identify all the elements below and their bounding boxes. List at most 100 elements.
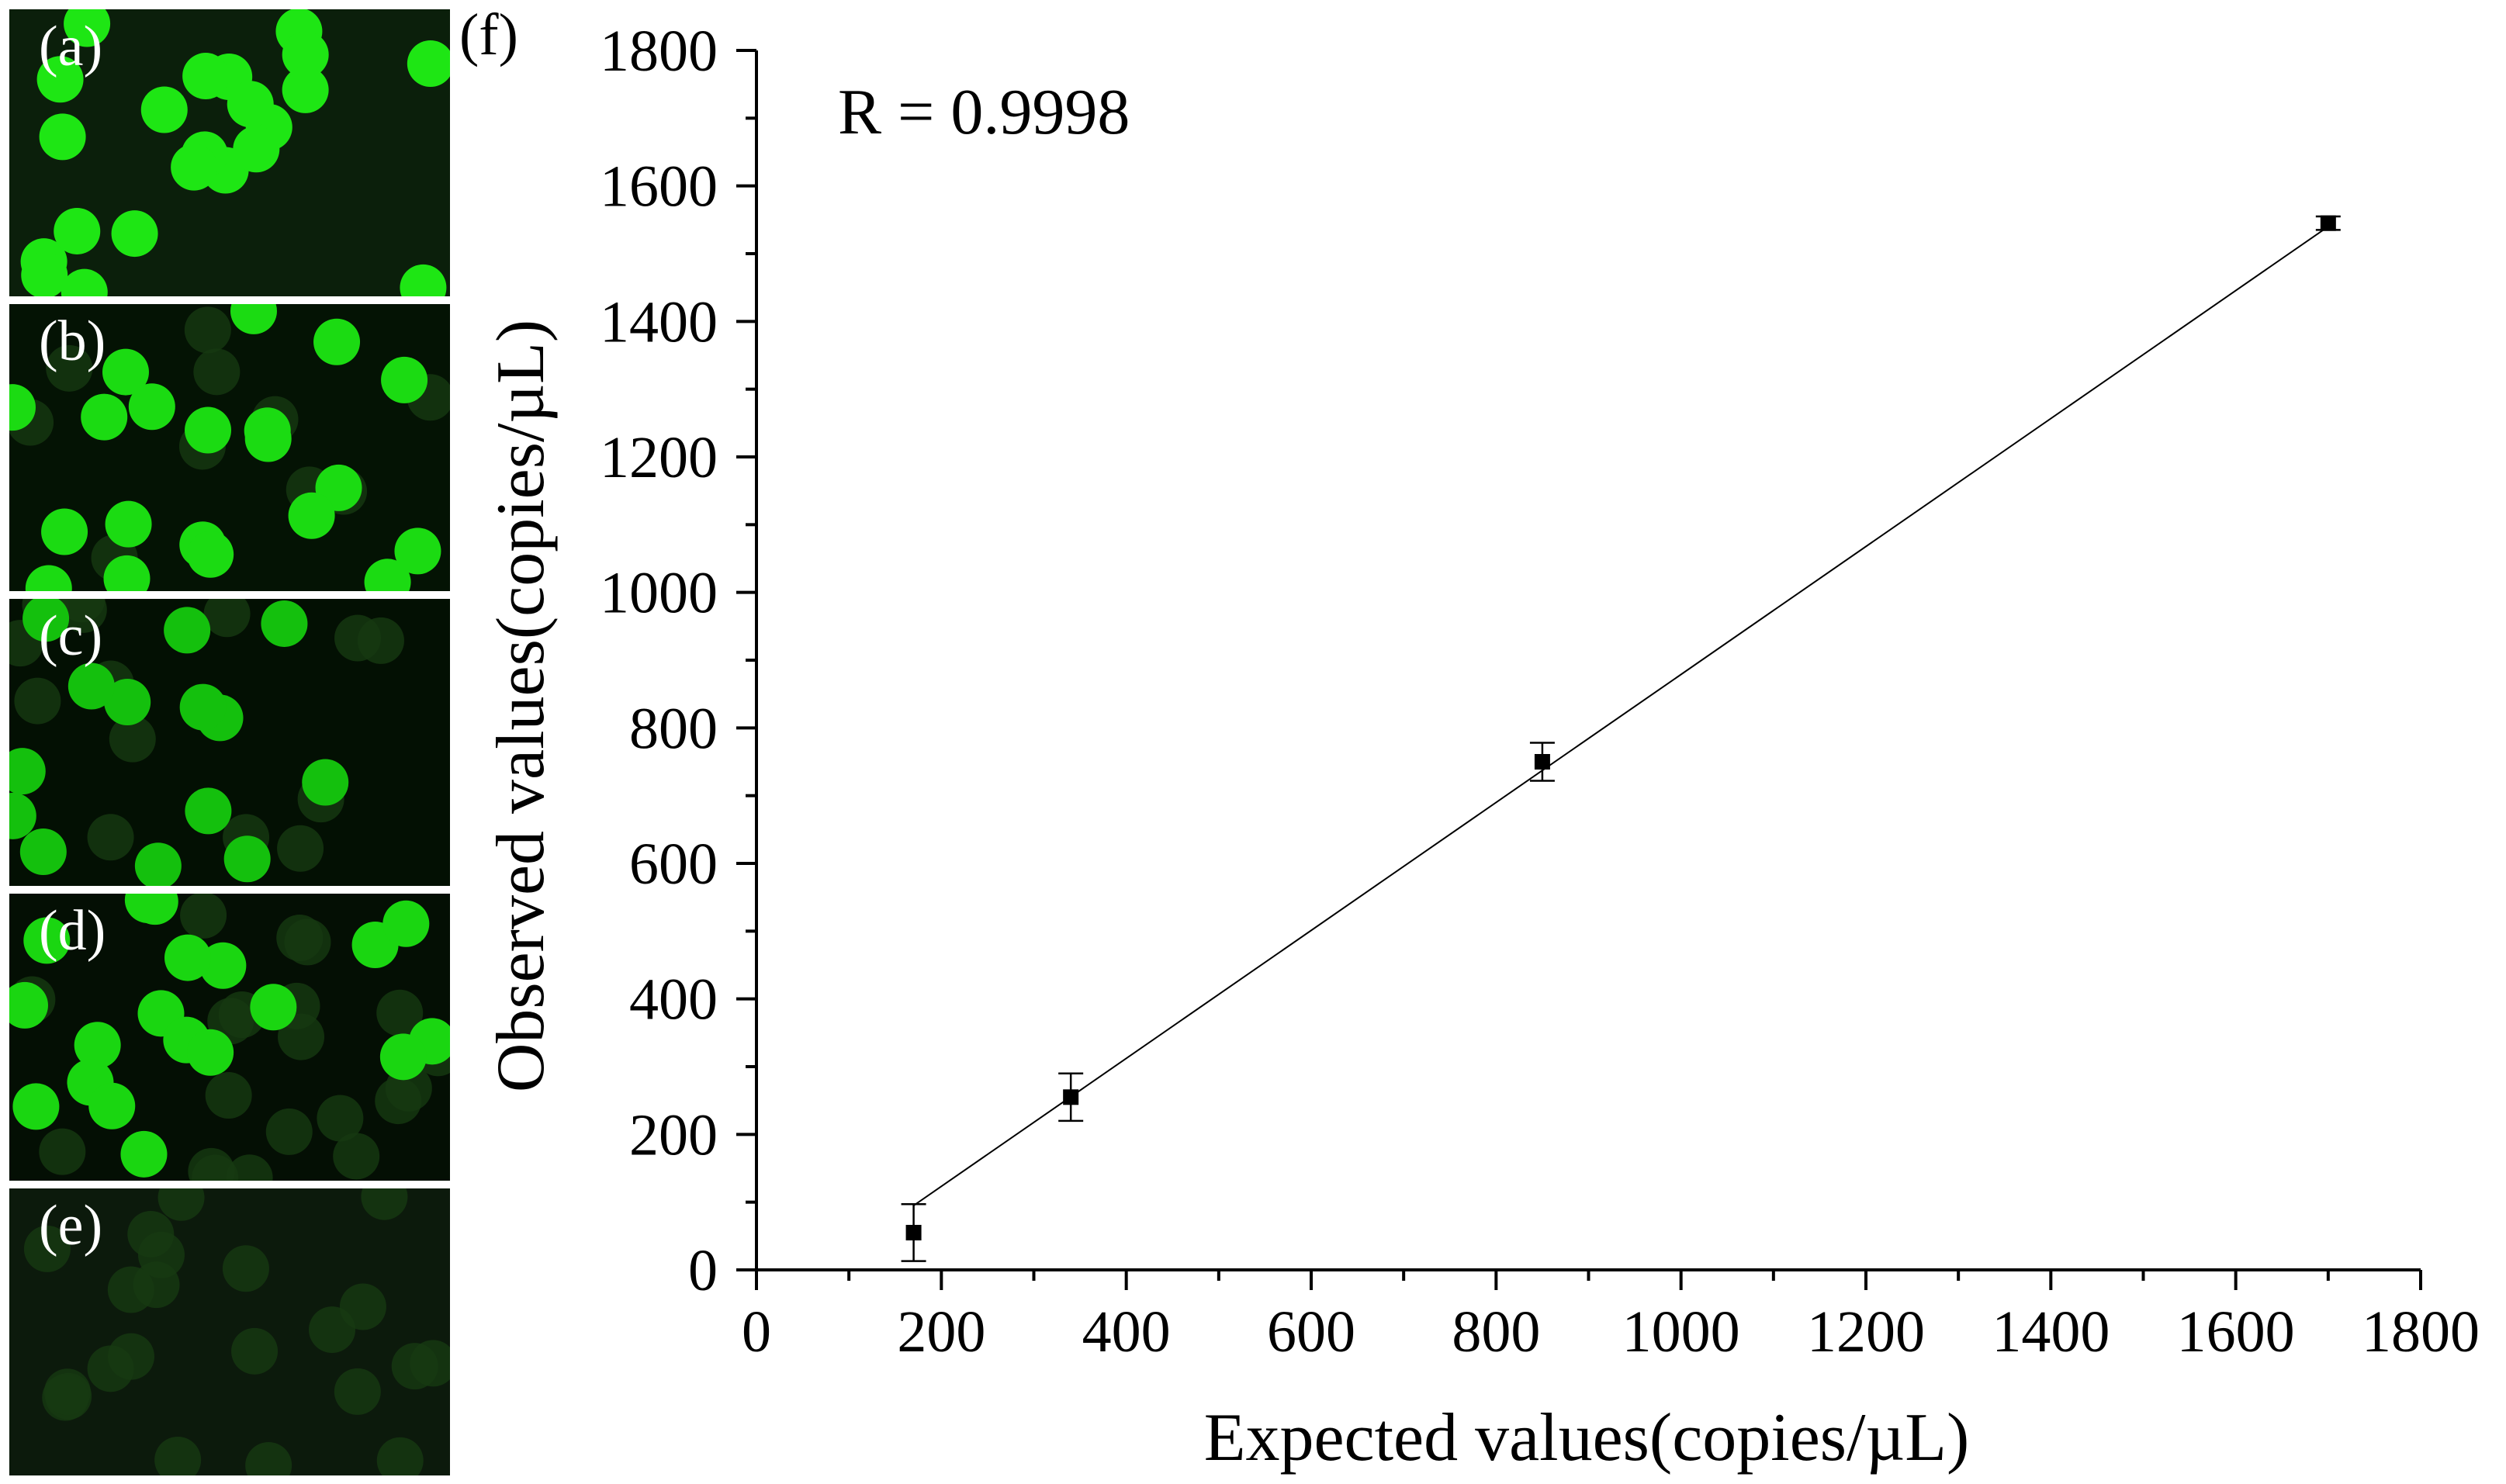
bright-droplet	[61, 268, 108, 296]
bright-droplet	[282, 31, 329, 78]
panel-background	[9, 1188, 450, 1475]
point-marker	[1063, 1089, 1079, 1105]
dim-droplet	[133, 1261, 180, 1309]
dim-droplet	[277, 825, 324, 872]
dim-droplet	[157, 1188, 205, 1221]
bright-droplet	[23, 917, 71, 964]
y-tick-label: 0	[688, 1238, 718, 1303]
fit-line-group	[913, 226, 2329, 1206]
dim-droplet	[39, 1128, 86, 1175]
y-tick-label: 1600	[600, 154, 718, 220]
bright-droplet	[81, 393, 128, 441]
y-tick-label: 600	[629, 832, 718, 897]
micrograph-panels: (a) (b) (c) (d) (e)	[9, 9, 450, 1475]
dim-droplet	[109, 715, 156, 763]
dim-droplet	[107, 1333, 154, 1380]
dim-droplet	[333, 1133, 380, 1180]
bright-droplet	[171, 144, 218, 191]
dim-droplet	[203, 599, 251, 638]
dim-droplet	[245, 1441, 292, 1475]
y-tick-label: 1800	[600, 19, 718, 84]
point-marker	[2320, 215, 2336, 231]
x-tick-label: 1400	[1992, 1299, 2110, 1365]
dim-droplet	[184, 306, 231, 354]
dim-droplet	[334, 614, 382, 662]
bright-droplet	[25, 565, 72, 591]
bright-droplet	[164, 934, 211, 981]
data-point	[2315, 215, 2341, 231]
panel-label: (b)	[39, 310, 106, 373]
x-tick-label: 800	[1452, 1299, 1540, 1365]
dim-droplet	[284, 918, 331, 966]
bright-droplet	[41, 508, 88, 555]
panel-label: (e)	[39, 1194, 102, 1257]
y-tick-label: 200	[629, 1102, 718, 1167]
dim-droplet	[205, 1072, 252, 1119]
x-tick-label: 1800	[2362, 1299, 2480, 1365]
bright-droplet	[164, 607, 211, 654]
bright-droplet	[185, 787, 232, 835]
dim-droplet	[376, 989, 424, 1036]
dim-droplet	[43, 1368, 91, 1416]
micrograph-panel: (b)	[9, 304, 450, 591]
correlation-annotation: R = 0.9998	[838, 76, 1130, 148]
point-marker	[905, 1224, 922, 1240]
bright-droplet	[19, 828, 67, 875]
bright-droplet	[103, 555, 151, 591]
bright-droplet	[364, 559, 411, 591]
bright-droplet	[74, 1022, 121, 1069]
x-tick-label: 400	[1082, 1299, 1171, 1365]
y-tick-label: 1200	[600, 425, 718, 490]
dim-droplet	[193, 348, 241, 396]
dim-droplet	[231, 1327, 279, 1375]
bright-droplet	[223, 835, 271, 883]
bright-droplet	[233, 126, 280, 173]
bright-droplet	[9, 748, 46, 795]
dim-droplet	[127, 1210, 175, 1257]
bright-droplet	[105, 500, 152, 548]
bright-droplet	[12, 1083, 60, 1130]
micrograph-panel: (d)	[9, 894, 450, 1181]
dim-droplet	[87, 814, 134, 861]
bright-droplet	[244, 415, 292, 462]
bright-droplet	[128, 383, 175, 431]
bright-droplet	[9, 981, 48, 1029]
dim-droplet	[58, 599, 106, 623]
bright-droplet	[382, 900, 430, 947]
bright-droplet	[187, 1029, 234, 1076]
bright-droplet	[64, 9, 111, 47]
x-tick-label: 200	[897, 1299, 985, 1365]
x-tick-label: 600	[1267, 1299, 1355, 1365]
data-point	[1058, 1072, 1084, 1123]
y-tick-label: 800	[629, 696, 718, 761]
bright-droplet	[250, 984, 297, 1031]
data-points	[901, 215, 2341, 1262]
x-tick-label: 1000	[1622, 1299, 1740, 1365]
x-tick-label: 1200	[1807, 1299, 1925, 1365]
bright-droplet	[187, 531, 234, 578]
data-point	[1529, 742, 1555, 782]
panel-label: (c)	[39, 604, 102, 668]
bright-droplet	[131, 894, 178, 925]
bright-droplet	[261, 600, 308, 647]
dim-droplet	[23, 1225, 71, 1272]
dim-droplet	[192, 1154, 239, 1181]
chart-ticks: 0 200 400 600 800 1000 1200 1400 1600 1800 0 200 400…	[600, 19, 2480, 1365]
dim-droplet	[46, 344, 93, 392]
dim-droplet	[222, 1245, 269, 1292]
bright-droplet	[36, 56, 84, 103]
dim-droplet	[334, 1368, 381, 1415]
panel-label: (d)	[39, 899, 106, 963]
fit-line	[913, 226, 2329, 1206]
bright-droplet	[140, 86, 188, 133]
dim-droplet	[180, 894, 227, 939]
bright-droplet	[282, 66, 329, 113]
dim-droplet	[375, 1078, 422, 1125]
bright-droplet	[54, 207, 101, 254]
micrograph-panel: (a)	[9, 9, 450, 296]
micrograph-panel: (c)	[9, 599, 450, 886]
bright-droplet	[381, 356, 428, 403]
data-point	[901, 1203, 926, 1262]
bright-droplet	[9, 384, 36, 431]
